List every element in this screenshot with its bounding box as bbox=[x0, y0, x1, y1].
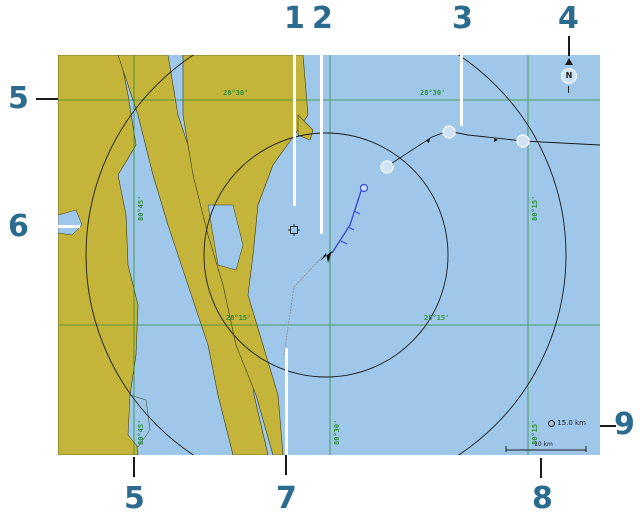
callout-4: 4 bbox=[558, 1, 579, 36]
range-indicator[interactable]: 15.0 km bbox=[548, 419, 586, 427]
grid-label-lat-mid-right: 28°15' bbox=[424, 314, 450, 322]
callout-line-8 bbox=[540, 458, 542, 478]
north-arrow-stem bbox=[568, 86, 569, 93]
target-arrow-1 bbox=[426, 139, 430, 143]
callout-line-5-bottom bbox=[133, 457, 135, 477]
route-waypoint bbox=[359, 183, 369, 193]
chart-canvas bbox=[58, 55, 600, 455]
vessel-trail bbox=[283, 254, 325, 356]
target-track bbox=[385, 130, 600, 168]
grid-label-lat-mid-left: 28°15' bbox=[226, 314, 252, 322]
range-value: 15.0 km bbox=[557, 419, 586, 427]
route-tick-1 bbox=[340, 240, 348, 245]
cursor-icon bbox=[288, 224, 300, 236]
vessel-icon bbox=[320, 251, 332, 263]
north-indicator-icon[interactable]: N bbox=[561, 68, 577, 84]
callout-line-2 bbox=[320, 36, 323, 234]
grid-label-lat-top-right: 28°30' bbox=[420, 89, 446, 97]
target-marker-2 bbox=[442, 125, 456, 139]
callout-line-5-top bbox=[36, 98, 58, 100]
callout-2: 2 bbox=[312, 1, 333, 36]
callout-6: 6 bbox=[8, 209, 29, 244]
callout-line-1 bbox=[293, 36, 296, 206]
callout-5-top: 5 bbox=[8, 81, 29, 116]
range-icon bbox=[548, 419, 555, 427]
scale-label: 10 km bbox=[534, 441, 553, 448]
grid-label-lat-top-left: 28°30' bbox=[223, 89, 249, 97]
callout-7: 7 bbox=[276, 481, 297, 516]
route-tick-3 bbox=[353, 210, 361, 215]
chart-view[interactable]: 28°30' 28°30' 28°15' 28°15' 80°45' 80°15… bbox=[58, 55, 600, 455]
callout-line-9 bbox=[600, 425, 616, 427]
lake-south bbox=[127, 394, 151, 448]
grid-label-lon-left-lower: 80°45' bbox=[137, 419, 145, 445]
route-line bbox=[331, 184, 364, 254]
callout-line-7 bbox=[285, 348, 288, 455]
callout-5-bottom: 5 bbox=[124, 481, 145, 516]
lagoon-channel bbox=[207, 204, 244, 271]
range-ring-outer bbox=[85, 55, 567, 455]
callout-1: 1 bbox=[284, 1, 305, 36]
mainland bbox=[58, 55, 139, 455]
callout-line-3-v bbox=[460, 36, 463, 126]
route-tick-2 bbox=[347, 226, 355, 231]
callout-8: 8 bbox=[532, 481, 553, 516]
grid-label-lon-mid-lower: 80°30' bbox=[333, 419, 341, 445]
range-ring-inner bbox=[203, 132, 449, 378]
callout-line-7-lower bbox=[285, 455, 287, 475]
target-marker-1 bbox=[380, 160, 394, 174]
callout-3: 3 bbox=[452, 1, 473, 36]
callout-line-4 bbox=[568, 36, 570, 56]
grid-label-lon-left-upper: 80°45' bbox=[137, 195, 145, 221]
grid-label-lon-right-upper: 80°15' bbox=[531, 195, 539, 221]
inlet-west bbox=[58, 209, 83, 236]
north-arrow-up-icon bbox=[565, 58, 573, 65]
callout-9: 9 bbox=[614, 407, 635, 442]
target-arrow-2 bbox=[494, 138, 498, 142]
target-marker-3 bbox=[516, 134, 530, 148]
callout-line-6 bbox=[40, 225, 80, 228]
